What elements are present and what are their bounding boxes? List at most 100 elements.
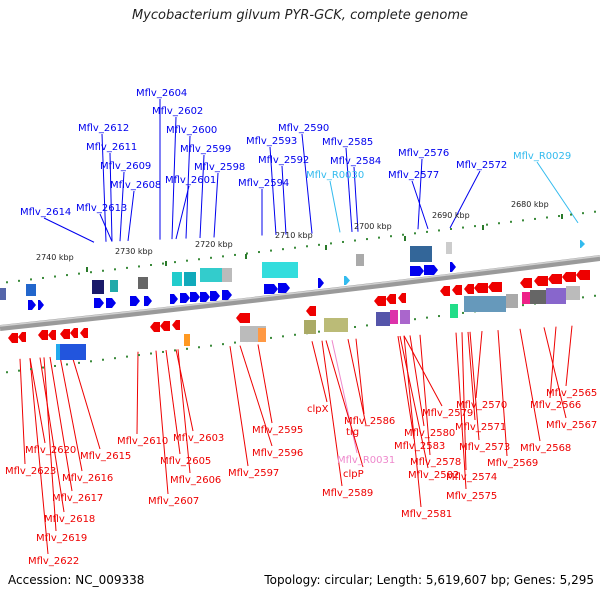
label-connector-line [469,331,480,441]
ruler-tick-outer [306,245,308,248]
forward-gene-arrow [94,298,104,308]
label-connector-line [536,161,579,224]
label-connector-line [331,339,358,454]
label-connector-line [565,325,573,387]
ruler-tick-outer [414,232,416,235]
ruler-tick-outer [246,252,248,255]
label-connector-line [171,116,177,240]
ruler-tick-inner [426,316,428,319]
ruler-tick-outer [270,249,272,252]
label-connector-line [549,326,557,399]
ruler-tick-outer [30,278,32,281]
top-gene-label: Mflv_2592 [258,155,309,166]
forward-gene-arrow [38,300,44,310]
reverse-gene-arrow [60,329,70,339]
ruler-tick-outer [102,269,104,272]
bottom-gene-label: Mflv_2571 [455,422,506,433]
kbp-label: 2710 kbp [275,231,313,240]
bottom-gene-label: Mflv_2603 [173,433,224,444]
bottom-gene-label: Mflv_2622 [28,556,79,567]
reverse-gene-arrow [374,296,386,306]
domain-block [26,284,36,296]
top-label-connectors [43,99,579,243]
ruler-tick-inner [78,361,80,364]
forward-gene-arrow [170,294,178,304]
domain-block [258,328,266,342]
label-connector-line [109,152,113,242]
ruler-tick-outer [510,220,512,223]
bottom-gene-label: Mflv_2573 [459,442,510,453]
ruler-tick-outer [282,248,284,251]
bottom-gene-label: Mflv_2617 [52,493,103,504]
ruler-tick-outer [474,225,476,228]
ruler-tick-outer [42,276,44,279]
ruler-tick-outer [150,264,152,266]
top-gene-label: Mflv_2608 [110,180,161,191]
ruler-tick-outer [378,236,380,239]
kbp-label: 2700 kbp [354,222,392,231]
domain-block [324,318,348,332]
bottom-gene-label: clpX [307,404,329,415]
reverse-gene-arrow [576,270,590,280]
label-connector-line [417,158,423,230]
reverse-strand-genes [8,270,590,343]
kbp-label: 2680 kbp [511,200,549,209]
label-connector-line [185,135,191,239]
label-connector-line [29,358,46,444]
label-connector-line [43,217,95,243]
ruler-tick-outer [138,265,140,268]
top-gene-labels: Mflv_2604 Mflv_2602 Mflv_2612 Mflv_2600 Mflv… [20,88,571,218]
ruler-tick-inner [18,369,20,372]
forward-gene-arrow [130,296,140,306]
ruler-tick-outer [78,272,80,275]
domain-block [506,294,518,308]
bottom-gene-label: Mflv_2589 [322,488,373,499]
label-connector-line [325,340,364,468]
top-gene-label: Mflv_2584 [330,156,381,167]
label-connector-line [127,190,135,241]
domain-block [450,304,458,318]
bottom-gene-label: Mflv_2596 [252,448,303,459]
ruler-tick-outer [54,275,56,278]
label-connector-line [329,180,341,233]
ruler-tick-inner [522,304,524,307]
ruler-tick-inner [126,355,128,358]
domain-block [522,292,530,304]
genome-backbone [0,255,600,331]
bottom-gene-labels: Mflv_2565Mflv_2566Mflv_2567Mflv_2570Mflv… [5,388,597,567]
ruler-tick-inner [594,294,596,297]
bottom-gene-label: Mflv_2569 [487,458,538,469]
label-connector-line [213,172,219,238]
ruler-tick-inner [234,341,236,344]
top-gene-label: Mflv_2601 [165,175,216,186]
ruler-tick-outer [222,255,224,258]
label-connector-line [399,335,429,469]
domain-block [184,334,190,346]
forward-gene-arrow [450,262,456,272]
reverse-gene-arrow [18,332,26,342]
domain-block [390,310,398,324]
label-connector-line [269,146,277,235]
ruler-tick-inner [318,330,320,333]
ruler-tick-outer [390,235,392,238]
reverse-gene-arrow [386,294,396,304]
ruler-tick-outer [570,213,572,216]
top-gene-label: Mflv_2590 [278,123,329,134]
ruler-tick-outer [162,262,164,265]
bottom-gene-label: Mflv_2607 [148,496,199,507]
bottom-gene-label: Mflv_2575 [446,491,497,502]
reverse-gene-arrow [8,333,18,343]
bottom-gene-label: Mflv_R0031 [337,455,395,466]
label-connector-line [239,345,273,447]
domain-block [464,296,506,312]
ruler-tick-outer [186,259,188,262]
label-connector-line [311,341,328,403]
forward-gene-arrow [106,298,116,308]
top-gene-label: Mflv_2593 [246,136,297,147]
domain-block [566,286,580,300]
ruler-tick-outer [534,217,536,220]
domain-block [446,242,452,254]
ruler-tick-outer [90,271,92,274]
bottom-gene-label: Mflv_2623 [5,466,56,477]
forward-gene-arrow [222,290,232,300]
